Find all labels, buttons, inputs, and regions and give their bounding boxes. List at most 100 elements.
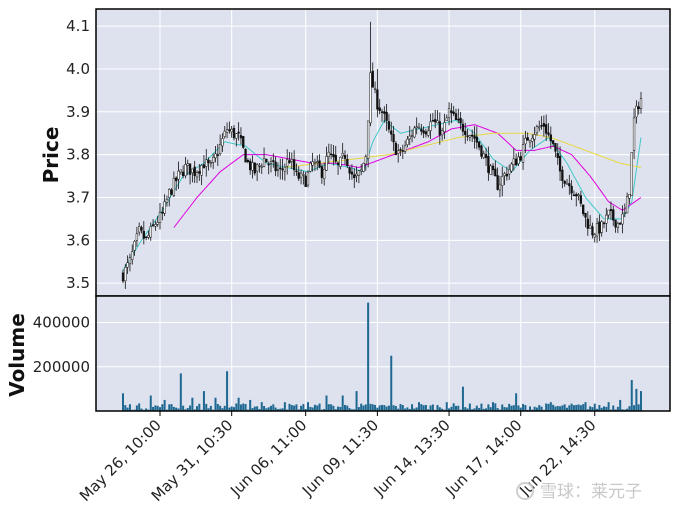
candle-body: [556, 153, 559, 158]
volume-bar: [411, 404, 414, 411]
candle-body: [605, 214, 608, 224]
volume-bar: [242, 403, 245, 411]
candle-body: [457, 118, 460, 121]
candle-body: [489, 165, 492, 175]
volume-bar: [364, 404, 367, 411]
volume-bar: [172, 406, 175, 411]
candle-body: [422, 130, 425, 134]
candle-body: [202, 164, 206, 169]
candle-body: [498, 183, 502, 191]
candle-body: [554, 143, 557, 152]
volume-bar: [568, 405, 571, 411]
volume-bar: [549, 402, 552, 411]
candle-body: [619, 222, 622, 225]
volume-y-ticks: 200000 400000: [33, 314, 90, 376]
volume-bar: [207, 408, 210, 411]
volume-bar: [233, 407, 235, 411]
volume-bar: [244, 404, 247, 411]
candle-body: [614, 219, 617, 228]
price-y-tick-label: 3.6: [66, 231, 90, 249]
volume-bar: [283, 402, 286, 411]
volume-bar: [517, 405, 520, 411]
candle-body: [260, 166, 263, 168]
candle-body: [200, 165, 203, 176]
volume-bar: [538, 405, 541, 411]
candle-body: [431, 120, 435, 122]
candle-body: [477, 141, 481, 148]
volume-bar: [466, 408, 469, 411]
candle-body: [154, 224, 157, 227]
volume-bar: [418, 402, 420, 411]
volume-bar: [598, 404, 601, 411]
volume-bar: [455, 405, 457, 411]
volume-bar: [302, 404, 305, 411]
candle-body: [311, 161, 314, 166]
candle-body: [635, 105, 638, 118]
candle-body: [163, 201, 166, 214]
candle-body: [403, 145, 407, 152]
candle-body: [445, 117, 448, 121]
candle-body: [235, 133, 238, 139]
volume-bar: [290, 405, 293, 411]
price-y-tick-label: 3.7: [66, 188, 90, 206]
candle-body: [392, 134, 395, 143]
candle-body: [503, 173, 506, 176]
volume-bar: [189, 405, 192, 411]
candle-body: [443, 122, 446, 132]
candle-body: [364, 156, 367, 165]
candlesticks: [121, 21, 643, 289]
candle-body: [424, 131, 428, 135]
candle-body: [450, 110, 453, 113]
candle-body: [149, 226, 152, 238]
candle-body: [464, 130, 467, 136]
candle-body: [410, 135, 414, 137]
candle-body: [524, 137, 527, 145]
candle-body: [170, 189, 173, 195]
volume-bar: [619, 399, 622, 411]
volume-bar: [487, 404, 490, 411]
candle-body: [193, 166, 196, 177]
candle-body: [397, 150, 400, 154]
candle-body: [508, 169, 511, 175]
volume-bar: [383, 405, 386, 411]
volume-bar: [392, 405, 395, 411]
volume-bar: [635, 388, 638, 411]
candle-body: [343, 155, 347, 159]
candle-body: [568, 183, 571, 187]
volume-bar: [399, 404, 402, 411]
candle-body: [549, 134, 552, 142]
candle-body: [413, 127, 416, 138]
volume-bar: [508, 403, 511, 411]
volume-bar: [584, 402, 587, 411]
candle-body: [360, 169, 363, 172]
candle-body: [593, 234, 596, 238]
candle-body: [491, 165, 495, 171]
candle-body: [348, 167, 351, 174]
candle-body: [452, 111, 455, 115]
candle-body: [540, 125, 543, 127]
volume-bar: [276, 409, 279, 411]
volume-bar: [353, 409, 356, 411]
candle-body: [341, 153, 344, 157]
volume-bar: [237, 397, 240, 411]
candle-body: [320, 166, 324, 178]
candle-body: [385, 111, 388, 121]
candle-body: [267, 163, 270, 166]
candle-body: [461, 123, 465, 132]
volume-bar: [196, 406, 198, 411]
candle-body: [179, 169, 182, 173]
candle-body: [209, 162, 213, 164]
candle-body: [186, 163, 189, 166]
candle-body: [512, 158, 515, 165]
candle-body: [399, 149, 402, 151]
volume-bar: [332, 405, 335, 411]
candle-body: [572, 194, 576, 197]
candle-body: [427, 130, 430, 136]
volume-bar: [522, 403, 525, 411]
moving-average-mid-line: [173, 124, 642, 228]
candle-body: [309, 162, 312, 172]
volume-bar: [515, 393, 518, 411]
volume-bar: [554, 406, 557, 411]
candle-body: [223, 130, 226, 137]
